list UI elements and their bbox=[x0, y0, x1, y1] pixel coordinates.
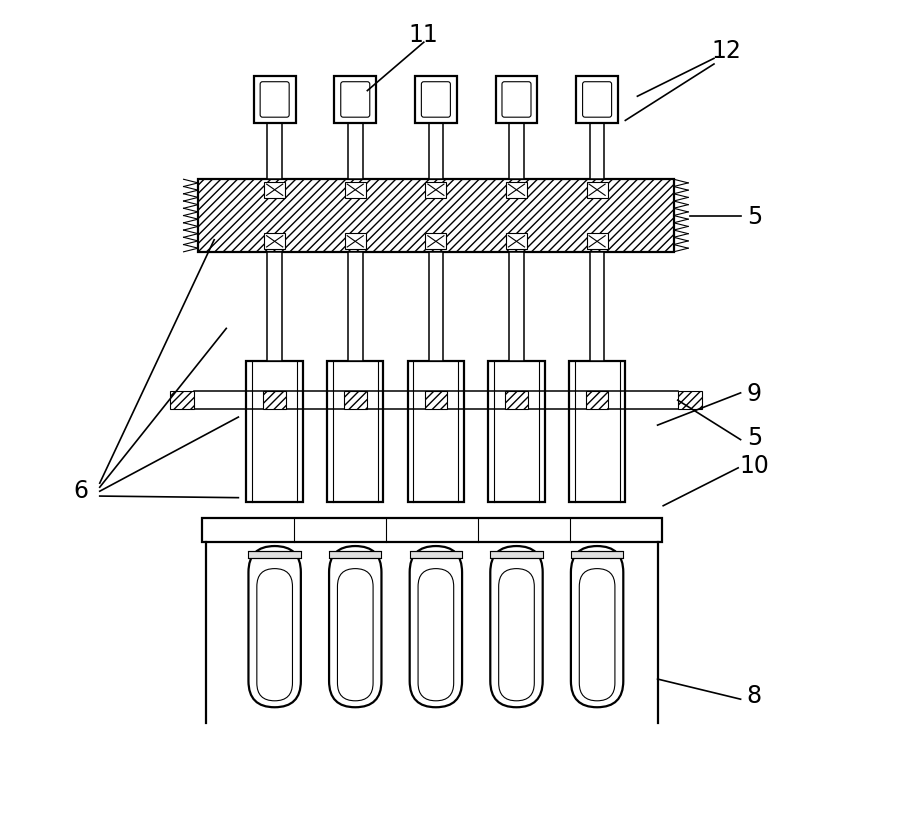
Bar bbox=[248, 551, 301, 559]
Bar bbox=[344, 391, 366, 410]
FancyBboxPatch shape bbox=[329, 546, 381, 708]
Bar bbox=[409, 551, 461, 559]
Bar bbox=[677, 391, 701, 410]
Bar bbox=[407, 361, 463, 502]
FancyBboxPatch shape bbox=[571, 546, 622, 708]
Bar bbox=[414, 77, 456, 124]
FancyBboxPatch shape bbox=[489, 546, 542, 708]
Bar bbox=[424, 391, 447, 410]
Bar bbox=[264, 183, 284, 198]
Bar bbox=[586, 183, 607, 198]
Bar bbox=[505, 391, 527, 410]
Bar bbox=[264, 234, 284, 250]
Bar bbox=[505, 391, 527, 410]
Text: 5: 5 bbox=[746, 204, 761, 229]
Bar bbox=[585, 391, 608, 410]
FancyBboxPatch shape bbox=[417, 569, 453, 701]
Bar bbox=[586, 234, 607, 250]
FancyBboxPatch shape bbox=[337, 569, 373, 701]
Bar bbox=[428, 124, 442, 180]
Bar bbox=[425, 234, 446, 250]
Bar bbox=[424, 391, 447, 410]
FancyBboxPatch shape bbox=[582, 83, 611, 118]
Bar bbox=[589, 124, 604, 180]
Bar bbox=[571, 551, 622, 559]
Bar bbox=[348, 252, 362, 361]
Text: 11: 11 bbox=[408, 23, 438, 48]
Bar bbox=[568, 361, 625, 502]
Bar bbox=[508, 124, 523, 180]
Bar bbox=[170, 391, 194, 410]
Bar bbox=[489, 551, 542, 559]
Bar bbox=[327, 361, 383, 502]
Bar bbox=[263, 391, 285, 410]
Bar bbox=[344, 234, 366, 250]
Bar bbox=[488, 361, 545, 502]
FancyBboxPatch shape bbox=[579, 569, 614, 701]
Bar bbox=[198, 180, 673, 252]
Bar bbox=[425, 183, 446, 198]
Bar bbox=[202, 518, 661, 542]
Bar bbox=[334, 77, 376, 124]
FancyBboxPatch shape bbox=[421, 83, 450, 118]
FancyBboxPatch shape bbox=[498, 569, 534, 701]
Bar bbox=[267, 252, 282, 361]
FancyBboxPatch shape bbox=[256, 569, 293, 701]
Bar bbox=[506, 234, 526, 250]
Bar bbox=[267, 124, 282, 180]
Text: 9: 9 bbox=[746, 382, 761, 405]
Bar bbox=[344, 391, 366, 410]
Text: 12: 12 bbox=[711, 39, 740, 63]
Bar bbox=[508, 252, 523, 361]
Bar bbox=[254, 77, 295, 124]
FancyBboxPatch shape bbox=[409, 546, 461, 708]
Bar bbox=[170, 391, 194, 410]
FancyBboxPatch shape bbox=[501, 83, 530, 118]
FancyBboxPatch shape bbox=[340, 83, 369, 118]
Bar bbox=[263, 391, 285, 410]
Bar bbox=[247, 361, 303, 502]
Bar bbox=[506, 183, 526, 198]
FancyBboxPatch shape bbox=[260, 83, 289, 118]
Bar bbox=[589, 252, 604, 361]
Bar bbox=[348, 124, 362, 180]
Bar bbox=[428, 252, 442, 361]
Text: 8: 8 bbox=[746, 683, 761, 708]
Bar bbox=[344, 183, 366, 198]
FancyBboxPatch shape bbox=[248, 546, 301, 708]
Text: 6: 6 bbox=[74, 478, 88, 502]
Bar bbox=[198, 180, 673, 252]
Bar bbox=[575, 77, 618, 124]
Bar bbox=[329, 551, 381, 559]
Text: 10: 10 bbox=[739, 454, 768, 477]
Bar bbox=[677, 391, 701, 410]
Bar bbox=[585, 391, 608, 410]
Text: 5: 5 bbox=[746, 426, 761, 450]
Bar bbox=[495, 77, 537, 124]
